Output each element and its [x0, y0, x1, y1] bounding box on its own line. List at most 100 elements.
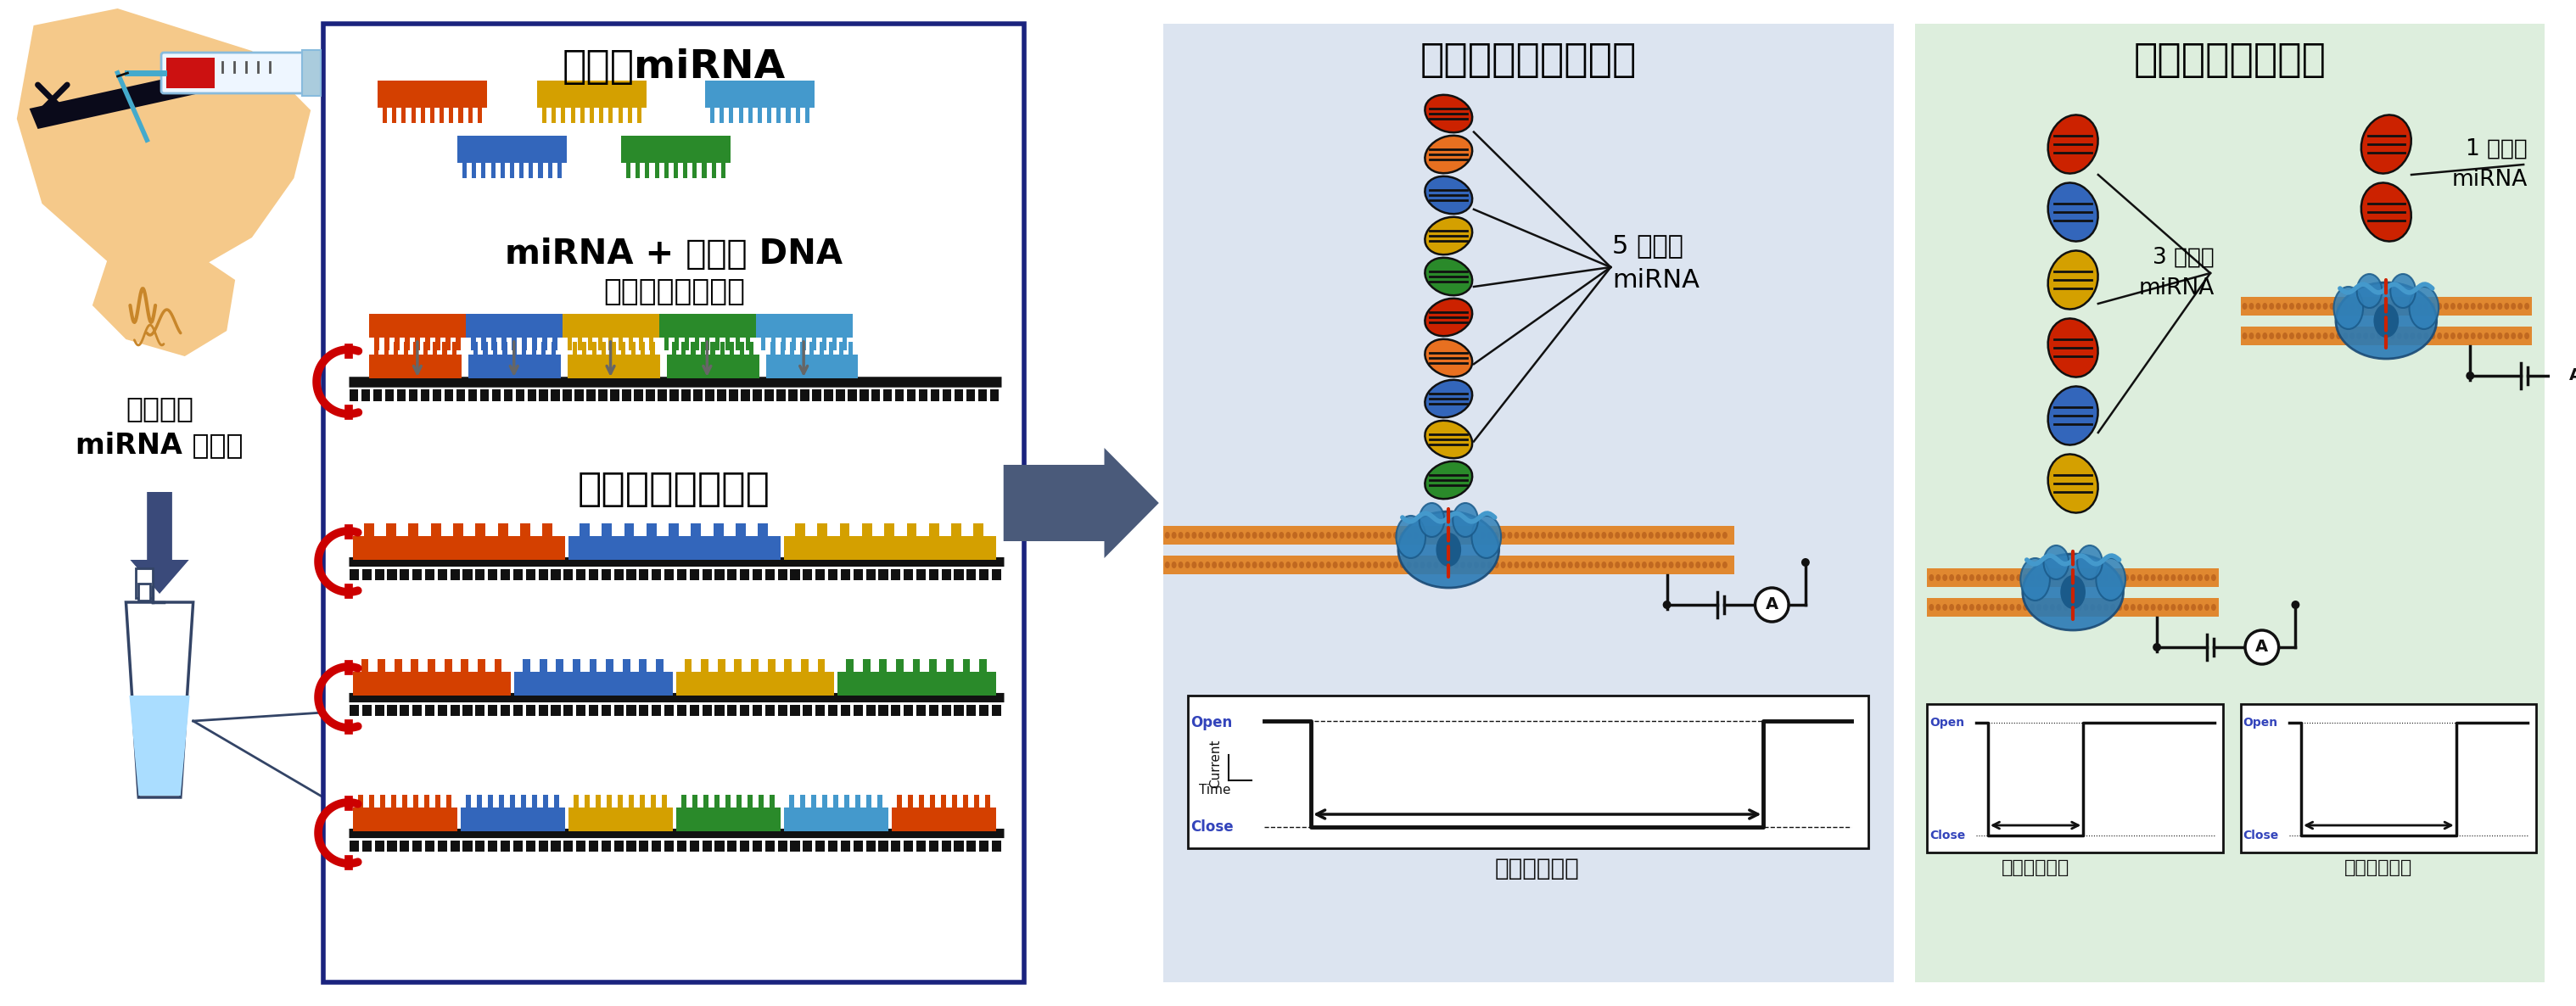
Bar [520, 795, 526, 808]
Ellipse shape [2048, 454, 2097, 513]
Ellipse shape [1929, 604, 1935, 611]
Ellipse shape [2172, 574, 2177, 581]
Bar [716, 389, 726, 401]
Ellipse shape [1708, 532, 1713, 538]
Ellipse shape [1628, 532, 1633, 538]
Bar [760, 338, 765, 351]
Ellipse shape [1540, 532, 1546, 538]
Bar [438, 569, 448, 580]
Bar [683, 389, 690, 401]
Bar [167, 57, 214, 89]
Bar [368, 795, 374, 808]
Bar [690, 523, 701, 536]
Ellipse shape [1340, 532, 1345, 538]
Bar [425, 338, 430, 351]
Bar [670, 523, 680, 536]
Bar [577, 841, 585, 852]
Ellipse shape [2458, 303, 2463, 310]
Bar [827, 569, 837, 580]
Bar [353, 808, 456, 831]
Ellipse shape [2257, 333, 2262, 339]
Bar [822, 795, 827, 808]
Bar [404, 338, 410, 351]
Bar [569, 808, 672, 831]
Ellipse shape [1425, 339, 1473, 377]
Bar [848, 389, 858, 401]
Bar [629, 108, 631, 123]
Ellipse shape [2030, 574, 2035, 581]
Bar [904, 841, 912, 852]
Ellipse shape [1723, 561, 1728, 568]
Ellipse shape [2017, 574, 2022, 581]
Ellipse shape [1198, 532, 1203, 538]
Ellipse shape [1193, 561, 1198, 568]
Ellipse shape [2043, 574, 2048, 581]
Ellipse shape [2210, 604, 2215, 611]
Bar [675, 163, 677, 178]
Bar [930, 705, 938, 716]
Ellipse shape [2138, 604, 2143, 611]
Bar [634, 389, 644, 401]
Ellipse shape [1306, 561, 1311, 568]
Bar [667, 354, 760, 378]
Bar [768, 108, 770, 123]
Ellipse shape [2316, 303, 2321, 310]
Ellipse shape [1327, 532, 1332, 538]
Bar [394, 341, 399, 354]
Ellipse shape [1211, 532, 1216, 538]
Text: Close: Close [1929, 830, 1965, 841]
Ellipse shape [2076, 604, 2081, 611]
Bar [706, 338, 708, 351]
Ellipse shape [1381, 561, 1386, 568]
Bar [706, 389, 714, 401]
Ellipse shape [1239, 532, 1244, 538]
Bar [677, 841, 685, 852]
Bar [629, 338, 634, 351]
Ellipse shape [1347, 561, 1352, 568]
Ellipse shape [1968, 574, 1973, 581]
Ellipse shape [2336, 303, 2342, 310]
Ellipse shape [1582, 532, 1587, 538]
Ellipse shape [1641, 561, 1646, 568]
Bar [399, 841, 410, 852]
Ellipse shape [1641, 532, 1646, 538]
Bar [796, 523, 804, 536]
Ellipse shape [2450, 303, 2455, 310]
Bar [526, 841, 536, 852]
Bar [551, 338, 556, 351]
Bar [464, 841, 471, 852]
Bar [896, 659, 904, 672]
Ellipse shape [2329, 333, 2334, 339]
Bar [752, 659, 757, 672]
Bar [392, 108, 397, 123]
Text: 電流阔害時間: 電流阔害時間 [2002, 859, 2069, 876]
Bar [930, 569, 938, 580]
Bar [479, 389, 489, 401]
Bar [425, 569, 435, 580]
Ellipse shape [2478, 333, 2483, 339]
Ellipse shape [1587, 561, 1592, 568]
Bar [361, 659, 368, 672]
Bar [2241, 704, 2537, 852]
Ellipse shape [2290, 333, 2295, 339]
Bar [796, 108, 801, 123]
Bar [2241, 327, 2532, 345]
Bar [845, 795, 850, 808]
Ellipse shape [2022, 574, 2027, 581]
Polygon shape [18, 8, 312, 272]
Ellipse shape [1406, 561, 1412, 568]
Ellipse shape [1406, 532, 1412, 538]
Ellipse shape [2336, 333, 2342, 339]
Bar [690, 569, 698, 580]
Ellipse shape [1206, 561, 1211, 568]
Bar [878, 705, 889, 716]
Bar [541, 341, 546, 354]
Bar [500, 841, 510, 852]
Text: Open: Open [1929, 716, 1965, 728]
Ellipse shape [1935, 604, 1940, 611]
Bar [817, 523, 827, 536]
Text: 3 種類の
miRNA: 3 種類の miRNA [2138, 246, 2215, 300]
Ellipse shape [2043, 604, 2048, 611]
Bar [443, 341, 446, 354]
Bar [752, 569, 762, 580]
